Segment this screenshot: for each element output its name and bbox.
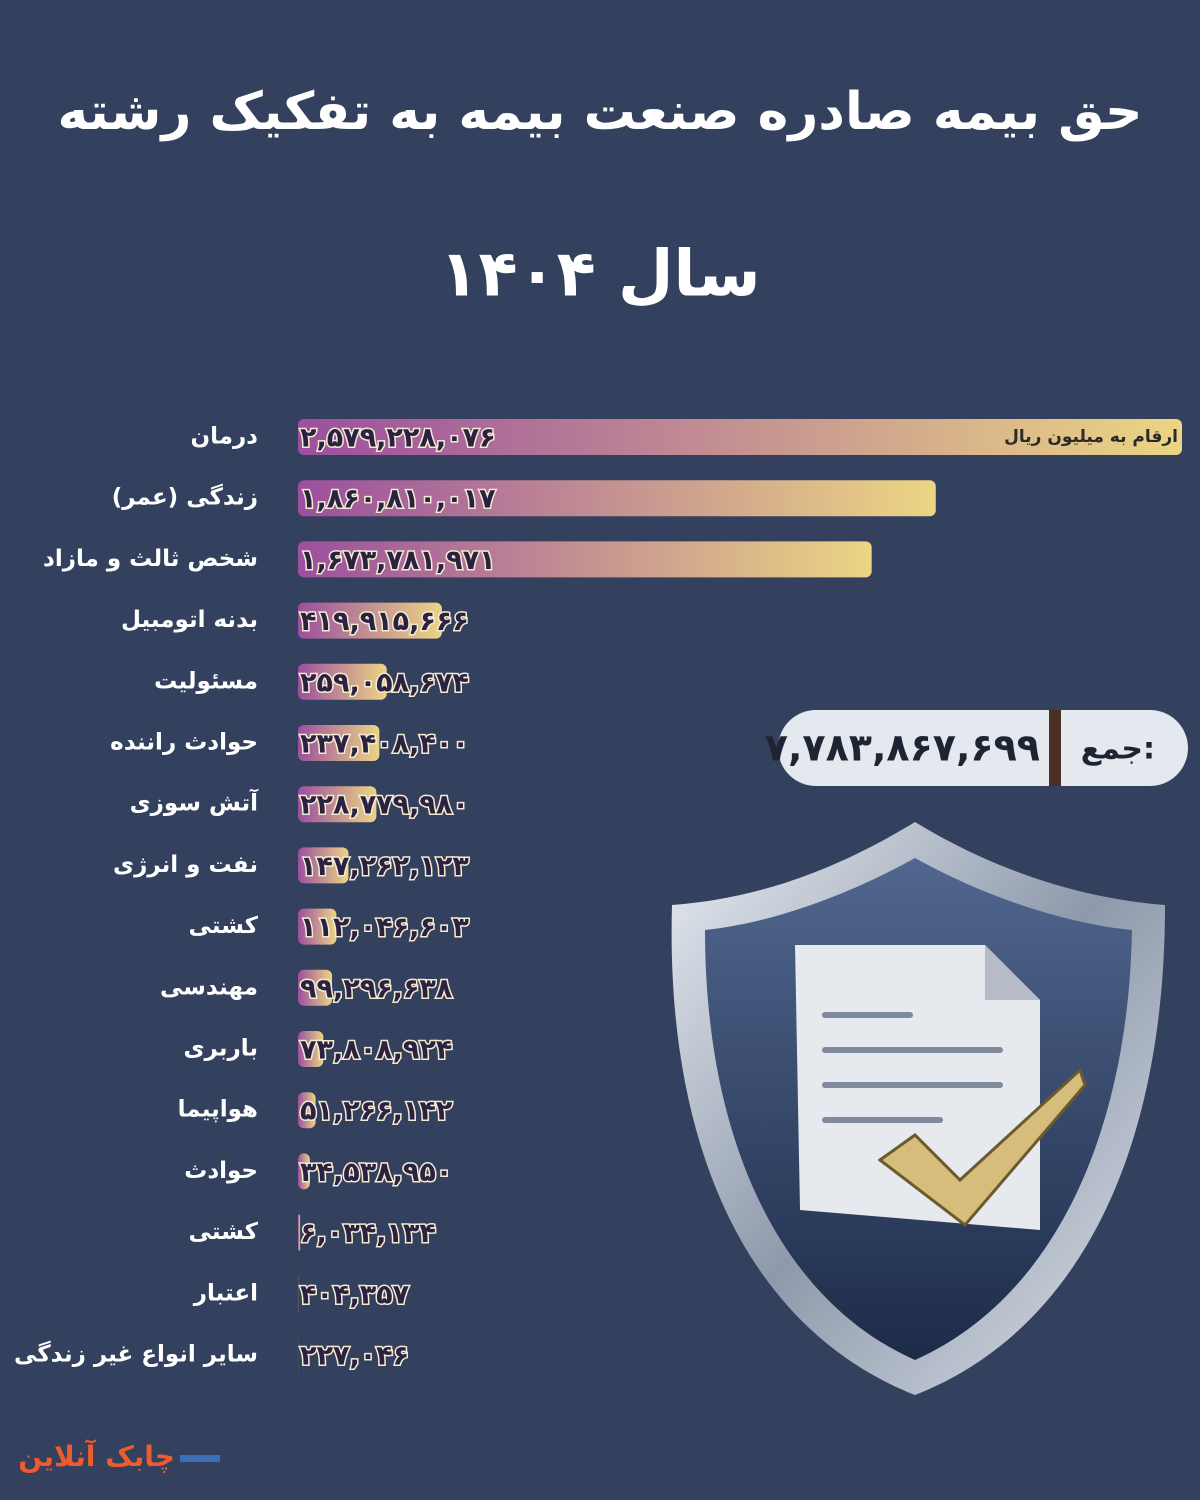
- bar: [298, 908, 337, 945]
- value-label: ۲۲۸,۷۷۹,۹۸۰: [300, 790, 469, 821]
- bar: [298, 1092, 316, 1129]
- category-label: نفت و انرژی: [113, 852, 258, 878]
- category-label: زندگی (عمر): [112, 484, 258, 511]
- category-label: شخص ثالث و مازاد: [43, 546, 258, 572]
- value-label: ۹۹,۲۹۶,۶۳۸: [300, 973, 453, 1004]
- shield-illustration: [671, 822, 1165, 1395]
- category-label: حوادث راننده: [110, 730, 258, 756]
- bar: [298, 602, 442, 639]
- chart-title: حق بیمه صادره صنعت بیمه به تفکیک رشته: [58, 82, 1143, 142]
- total-label: جمع:: [1081, 732, 1155, 767]
- chart-subtitle: سال ۱۴۰۴: [439, 238, 760, 312]
- bar: [298, 663, 387, 700]
- bar: [298, 541, 872, 578]
- bar: [298, 847, 349, 884]
- bar: [298, 1153, 310, 1190]
- total-pill: [778, 710, 1188, 786]
- value-label: ۱,۶۷۳,۷۸۱,۹۷۱: [300, 545, 496, 576]
- value-label: ۲۳۷,۴۰۸,۴۰۰: [300, 729, 469, 760]
- category-label: حوادث: [184, 1158, 258, 1184]
- category-label: هواپیما: [178, 1097, 258, 1123]
- brand: چابک آنلاین: [18, 1439, 175, 1473]
- bar: [298, 1214, 301, 1251]
- category-label: سایر انواع غیر زندگی: [14, 1341, 258, 1368]
- category-label: بدنه اتومبیل: [121, 607, 258, 633]
- value-label: ۵۱,۲۶۶,۱۴۲: [300, 1096, 453, 1127]
- category-label: درمان: [190, 424, 258, 450]
- value-label: ۱۴۷,۲۶۲,۱۲۳: [300, 851, 469, 882]
- value-label: ۴۰۴,۳۵۷: [300, 1279, 410, 1310]
- bar: [298, 419, 1182, 455]
- value-label: ۳۴,۵۳۸,۹۵۰: [300, 1157, 452, 1188]
- category-label: آتش سوزی: [130, 788, 260, 817]
- category-label: کشتی: [189, 1219, 259, 1245]
- category-label: مسئولیت: [154, 668, 258, 694]
- bar: [298, 480, 936, 517]
- total-divider: [1049, 710, 1061, 786]
- total-box: جمع: ۷,۷۸۳,۸۶۷,۶۹۹: [765, 710, 1188, 786]
- value-label: ۱۱۲,۰۴۶,۶۰۳: [300, 912, 469, 943]
- category-label: باربری: [183, 1036, 258, 1062]
- value-label: ۲,۵۷۹,۲۲۸,۰۷۶: [300, 423, 496, 454]
- unit-note: ارقام به میلیون ریال: [1004, 427, 1178, 447]
- bars: درمان ۲,۵۷۹,۲۲۸,۰۷۶ زندگی (عمر) ۱,۸۶۰,۸۱۰,۰…: [14, 419, 1182, 1373]
- value-label: ۱,۸۶۰,۸۱۰,۰۱۷: [300, 484, 496, 515]
- category-label: اعتبار: [193, 1280, 258, 1306]
- value-label: ۲۵۹,۰۵۸,۶۷۴: [300, 667, 469, 698]
- bar: [298, 1031, 324, 1067]
- value-label: ۷۳,۸۰۸,۹۲۴: [300, 1035, 452, 1066]
- value-label: ۲۲۷,۰۴۶: [300, 1341, 409, 1372]
- brand-logo: چابک آنلاین: [18, 1439, 220, 1473]
- bar: [298, 725, 380, 761]
- value-label: ۶,۰۳۴,۱۳۴: [300, 1218, 436, 1249]
- bar: [298, 969, 333, 1006]
- bar: [298, 786, 377, 823]
- total-value: ۷,۷۸۳,۸۶۷,۶۹۹: [765, 726, 1040, 770]
- category-label: کشتی: [189, 913, 259, 939]
- category-label: مهندسی: [160, 974, 258, 1000]
- brand-mark: [180, 1455, 220, 1462]
- value-label: ۴۱۹,۹۱۵,۶۶۶: [300, 606, 469, 637]
